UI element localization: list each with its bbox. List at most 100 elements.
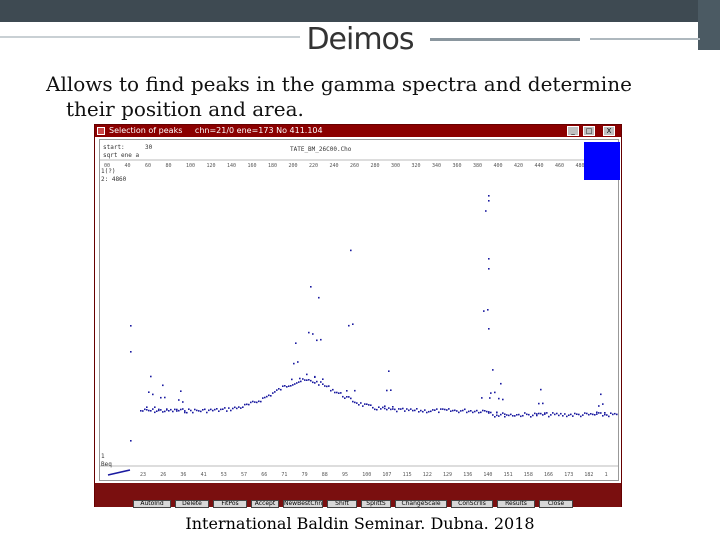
minimize-button[interactable]: _ [567, 126, 579, 136]
spectrum-peak-point [354, 389, 356, 392]
bottom-axis-tick-label: 151 [504, 472, 513, 478]
top-axis-tick-label: 400 [494, 163, 503, 169]
spectrum-point [586, 412, 588, 415]
bottom-axis-tick-label: 1 [605, 472, 608, 478]
top-axis-ticks: 00 40 60 80 100 120 140 160 180 200 220 240 260 280 30… [104, 163, 605, 169]
spectrum-point [386, 408, 388, 411]
btn-splitts[interactable]: SplittS [361, 500, 391, 508]
btn-accept[interactable]: Accept [251, 500, 279, 508]
spectrum-plot-area[interactable]: 00 40 60 80 100 120 140 160 180 200 220 240 260 280 30… [99, 139, 619, 481]
spectrum-point [504, 415, 506, 418]
top-axis-tick-label: 260 [350, 163, 359, 169]
window-title-text: Selection of peaks [109, 126, 183, 135]
bottom-axis-tick-label: 140 [483, 472, 492, 478]
spectrum-point [212, 409, 214, 412]
spectrum-point [172, 410, 174, 413]
spectrum-point [552, 412, 554, 414]
spectrum-point [396, 410, 398, 413]
btn-newbestchn[interactable]: NewBestChn [283, 500, 323, 508]
spectrum-point [164, 410, 166, 413]
spectrum-point [242, 406, 244, 408]
spectrum-point [366, 403, 368, 405]
slide-accent-line [0, 36, 300, 38]
spectrum-peak-point [178, 399, 180, 401]
spectrum-point [324, 385, 326, 387]
spectrum-point [398, 408, 400, 410]
spectrum-point [256, 401, 258, 404]
spectrum-point [302, 378, 304, 380]
top-axis-tick-label: 280 [371, 163, 380, 169]
spectrum-point [308, 379, 310, 381]
btn-delete[interactable]: Delete [175, 500, 209, 508]
spectrum-point [496, 414, 498, 417]
close-window-button[interactable]: X [603, 126, 615, 136]
bottom-axis-tick-label: 115 [403, 472, 412, 478]
spectrum-point [550, 414, 552, 416]
y-label-1: 1(?) [101, 168, 115, 175]
spectrum-point [438, 411, 440, 414]
spectrum-point [430, 410, 432, 413]
spectrum-point [500, 413, 502, 416]
top-axis-tick-label: 60 [145, 163, 151, 169]
spectrum-point [508, 414, 510, 417]
spectrum-peak-point [322, 378, 324, 380]
maximize-button[interactable]: □ [583, 126, 595, 136]
spectrum-point [548, 415, 550, 418]
spectrum-point [350, 397, 352, 400]
spectrum-point [258, 400, 260, 403]
spectrum-point [346, 396, 348, 398]
top-axis-tick-label: 200 [289, 163, 298, 169]
spectrum-point [250, 401, 252, 404]
spectrum-point [320, 381, 322, 383]
bottom-axis-tick-label: 95 [342, 472, 348, 478]
spectrum-point [196, 409, 198, 412]
spectrum-point [290, 385, 292, 387]
spectrum-point [178, 409, 180, 412]
btn-results[interactable]: Results [497, 500, 535, 508]
spectrum-point [234, 406, 236, 409]
spectrum-point [426, 411, 428, 414]
spectrum-peak-point [350, 249, 352, 252]
spectrum-point [314, 382, 316, 384]
body-line-1: Allows to find peaks in the gamma spectr… [46, 72, 632, 96]
bottom-axis-tick-label: 107 [382, 472, 391, 478]
spectrum-point [492, 414, 494, 416]
top-axis-tick-label: 480 [576, 163, 585, 169]
spectrum-points [130, 195, 618, 442]
spectrum-point [370, 404, 372, 406]
btn-autoind[interactable]: AutoInd [133, 500, 171, 508]
spectrum-peak-point [306, 373, 308, 376]
spectrum-peak-point [180, 390, 182, 392]
spectrum-point [272, 392, 274, 394]
bottom-axis-tick-label: 122 [423, 472, 432, 478]
spectrum-point [432, 409, 434, 411]
btn-conscrlls[interactable]: ConScrlls [451, 500, 493, 508]
btn-shift[interactable]: Shift [327, 500, 357, 508]
spectrum-point [562, 415, 564, 417]
window-titlebar[interactable]: Selection of peaks chn=21/0 ene=173 No 4… [95, 125, 621, 137]
spectrum-peak-point [596, 411, 598, 414]
spectrum-point [208, 409, 210, 412]
btn-close[interactable]: Close [539, 500, 573, 508]
spectrum-peak-point [598, 405, 600, 407]
spectrum-point [516, 414, 518, 416]
spectrum-point [512, 415, 514, 417]
spectrum-peak-point [544, 412, 546, 414]
spectrum-peak-point [538, 402, 540, 405]
slide-footer: International Baldin Seminar. Dubna. 201… [185, 514, 535, 533]
spectrum-point [162, 411, 164, 413]
selection-highlight[interactable] [584, 142, 620, 180]
spectrum-point [264, 396, 266, 399]
spectrum-point [422, 410, 424, 413]
spectrum-point [156, 410, 158, 412]
spectrum-point [210, 408, 212, 411]
spectrum-point [452, 409, 454, 412]
spectrum-point [222, 408, 224, 410]
top-axis-tick-label: 00 [104, 163, 110, 169]
spectrum-point [446, 409, 448, 411]
spectrum-peak-point [162, 384, 164, 387]
btn-fitpos[interactable]: FitPos [213, 500, 247, 508]
btn-changescale[interactable]: ChangeScale [395, 500, 447, 508]
spectrum-peak-point [481, 397, 483, 399]
spectrum-point [374, 408, 376, 411]
